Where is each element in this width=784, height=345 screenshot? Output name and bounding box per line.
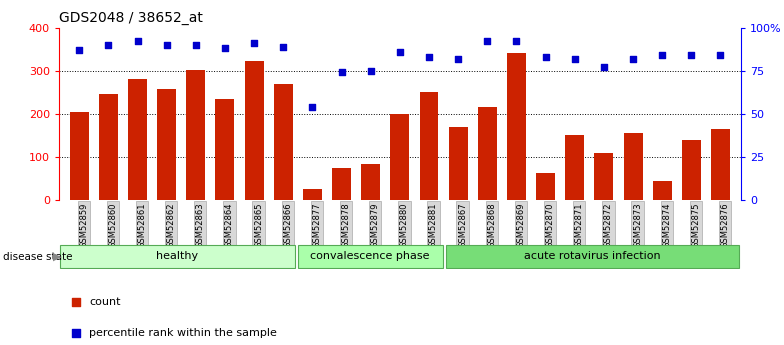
- Text: GDS2048 / 38652_at: GDS2048 / 38652_at: [59, 11, 203, 25]
- Text: GSM52871: GSM52871: [575, 202, 584, 248]
- Bar: [536, 173, 555, 200]
- Point: [394, 49, 406, 55]
- Point: [481, 39, 494, 44]
- Bar: [711, 129, 730, 200]
- Point: [73, 47, 85, 53]
- Text: convalescence phase: convalescence phase: [310, 251, 430, 261]
- Text: acute rotavirus infection: acute rotavirus infection: [524, 251, 661, 261]
- FancyBboxPatch shape: [446, 245, 739, 268]
- Point: [539, 54, 552, 60]
- Bar: [303, 189, 322, 200]
- Point: [131, 39, 143, 44]
- Text: GSM52869: GSM52869: [517, 202, 525, 248]
- Text: GSM52859: GSM52859: [79, 202, 89, 248]
- Point: [626, 56, 639, 61]
- Text: GSM52866: GSM52866: [283, 202, 292, 248]
- Text: GSM52874: GSM52874: [662, 202, 671, 248]
- Bar: [507, 53, 526, 200]
- Text: GSM52861: GSM52861: [137, 202, 147, 248]
- Text: disease state: disease state: [3, 252, 73, 262]
- Bar: [128, 79, 147, 200]
- Point: [597, 65, 610, 70]
- Point: [190, 42, 202, 48]
- Bar: [477, 107, 497, 200]
- Text: GSM52860: GSM52860: [108, 202, 118, 248]
- Point: [365, 68, 377, 73]
- Text: ▶: ▶: [53, 252, 62, 262]
- Text: GSM52864: GSM52864: [225, 202, 234, 248]
- Point: [219, 46, 231, 51]
- Bar: [245, 61, 263, 200]
- Bar: [565, 136, 584, 200]
- FancyBboxPatch shape: [60, 245, 295, 268]
- Point: [336, 70, 348, 75]
- Text: GSM52877: GSM52877: [312, 202, 321, 248]
- Point: [161, 42, 173, 48]
- Bar: [274, 84, 292, 200]
- Bar: [332, 168, 351, 200]
- Point: [549, 195, 561, 200]
- Point: [452, 56, 464, 61]
- Text: GSM52876: GSM52876: [720, 202, 729, 248]
- Bar: [594, 152, 613, 200]
- Bar: [653, 181, 672, 200]
- Point: [656, 52, 669, 58]
- Bar: [216, 99, 234, 200]
- Bar: [623, 133, 643, 200]
- Point: [510, 39, 523, 44]
- Bar: [419, 92, 438, 200]
- Bar: [361, 164, 380, 200]
- Point: [423, 54, 435, 60]
- Point: [306, 104, 318, 110]
- Point: [685, 52, 698, 58]
- Bar: [390, 114, 409, 200]
- FancyBboxPatch shape: [298, 245, 443, 268]
- Point: [102, 42, 114, 48]
- Text: GSM52863: GSM52863: [196, 202, 205, 248]
- Bar: [448, 127, 467, 200]
- Text: GSM52879: GSM52879: [371, 202, 379, 248]
- Bar: [70, 112, 89, 200]
- Text: GSM52880: GSM52880: [400, 202, 408, 248]
- Bar: [157, 89, 176, 200]
- Text: GSM52870: GSM52870: [546, 202, 554, 248]
- Text: count: count: [89, 297, 121, 307]
- Text: healthy: healthy: [156, 251, 198, 261]
- Point: [568, 56, 581, 61]
- Text: GSM52873: GSM52873: [633, 202, 642, 248]
- Bar: [682, 140, 701, 200]
- Text: GSM52867: GSM52867: [458, 202, 467, 248]
- Bar: [99, 93, 118, 200]
- Text: GSM52868: GSM52868: [488, 202, 496, 248]
- Text: GSM52881: GSM52881: [429, 202, 438, 248]
- Text: GSM52878: GSM52878: [342, 202, 350, 248]
- Text: GSM52875: GSM52875: [691, 202, 700, 248]
- Bar: [187, 70, 205, 200]
- Point: [714, 52, 727, 58]
- Text: GSM52865: GSM52865: [254, 202, 263, 248]
- Point: [248, 40, 260, 46]
- Text: GSM52872: GSM52872: [604, 202, 613, 248]
- Text: GSM52862: GSM52862: [167, 202, 176, 248]
- Text: percentile rank within the sample: percentile rank within the sample: [89, 328, 278, 337]
- Point: [277, 44, 289, 49]
